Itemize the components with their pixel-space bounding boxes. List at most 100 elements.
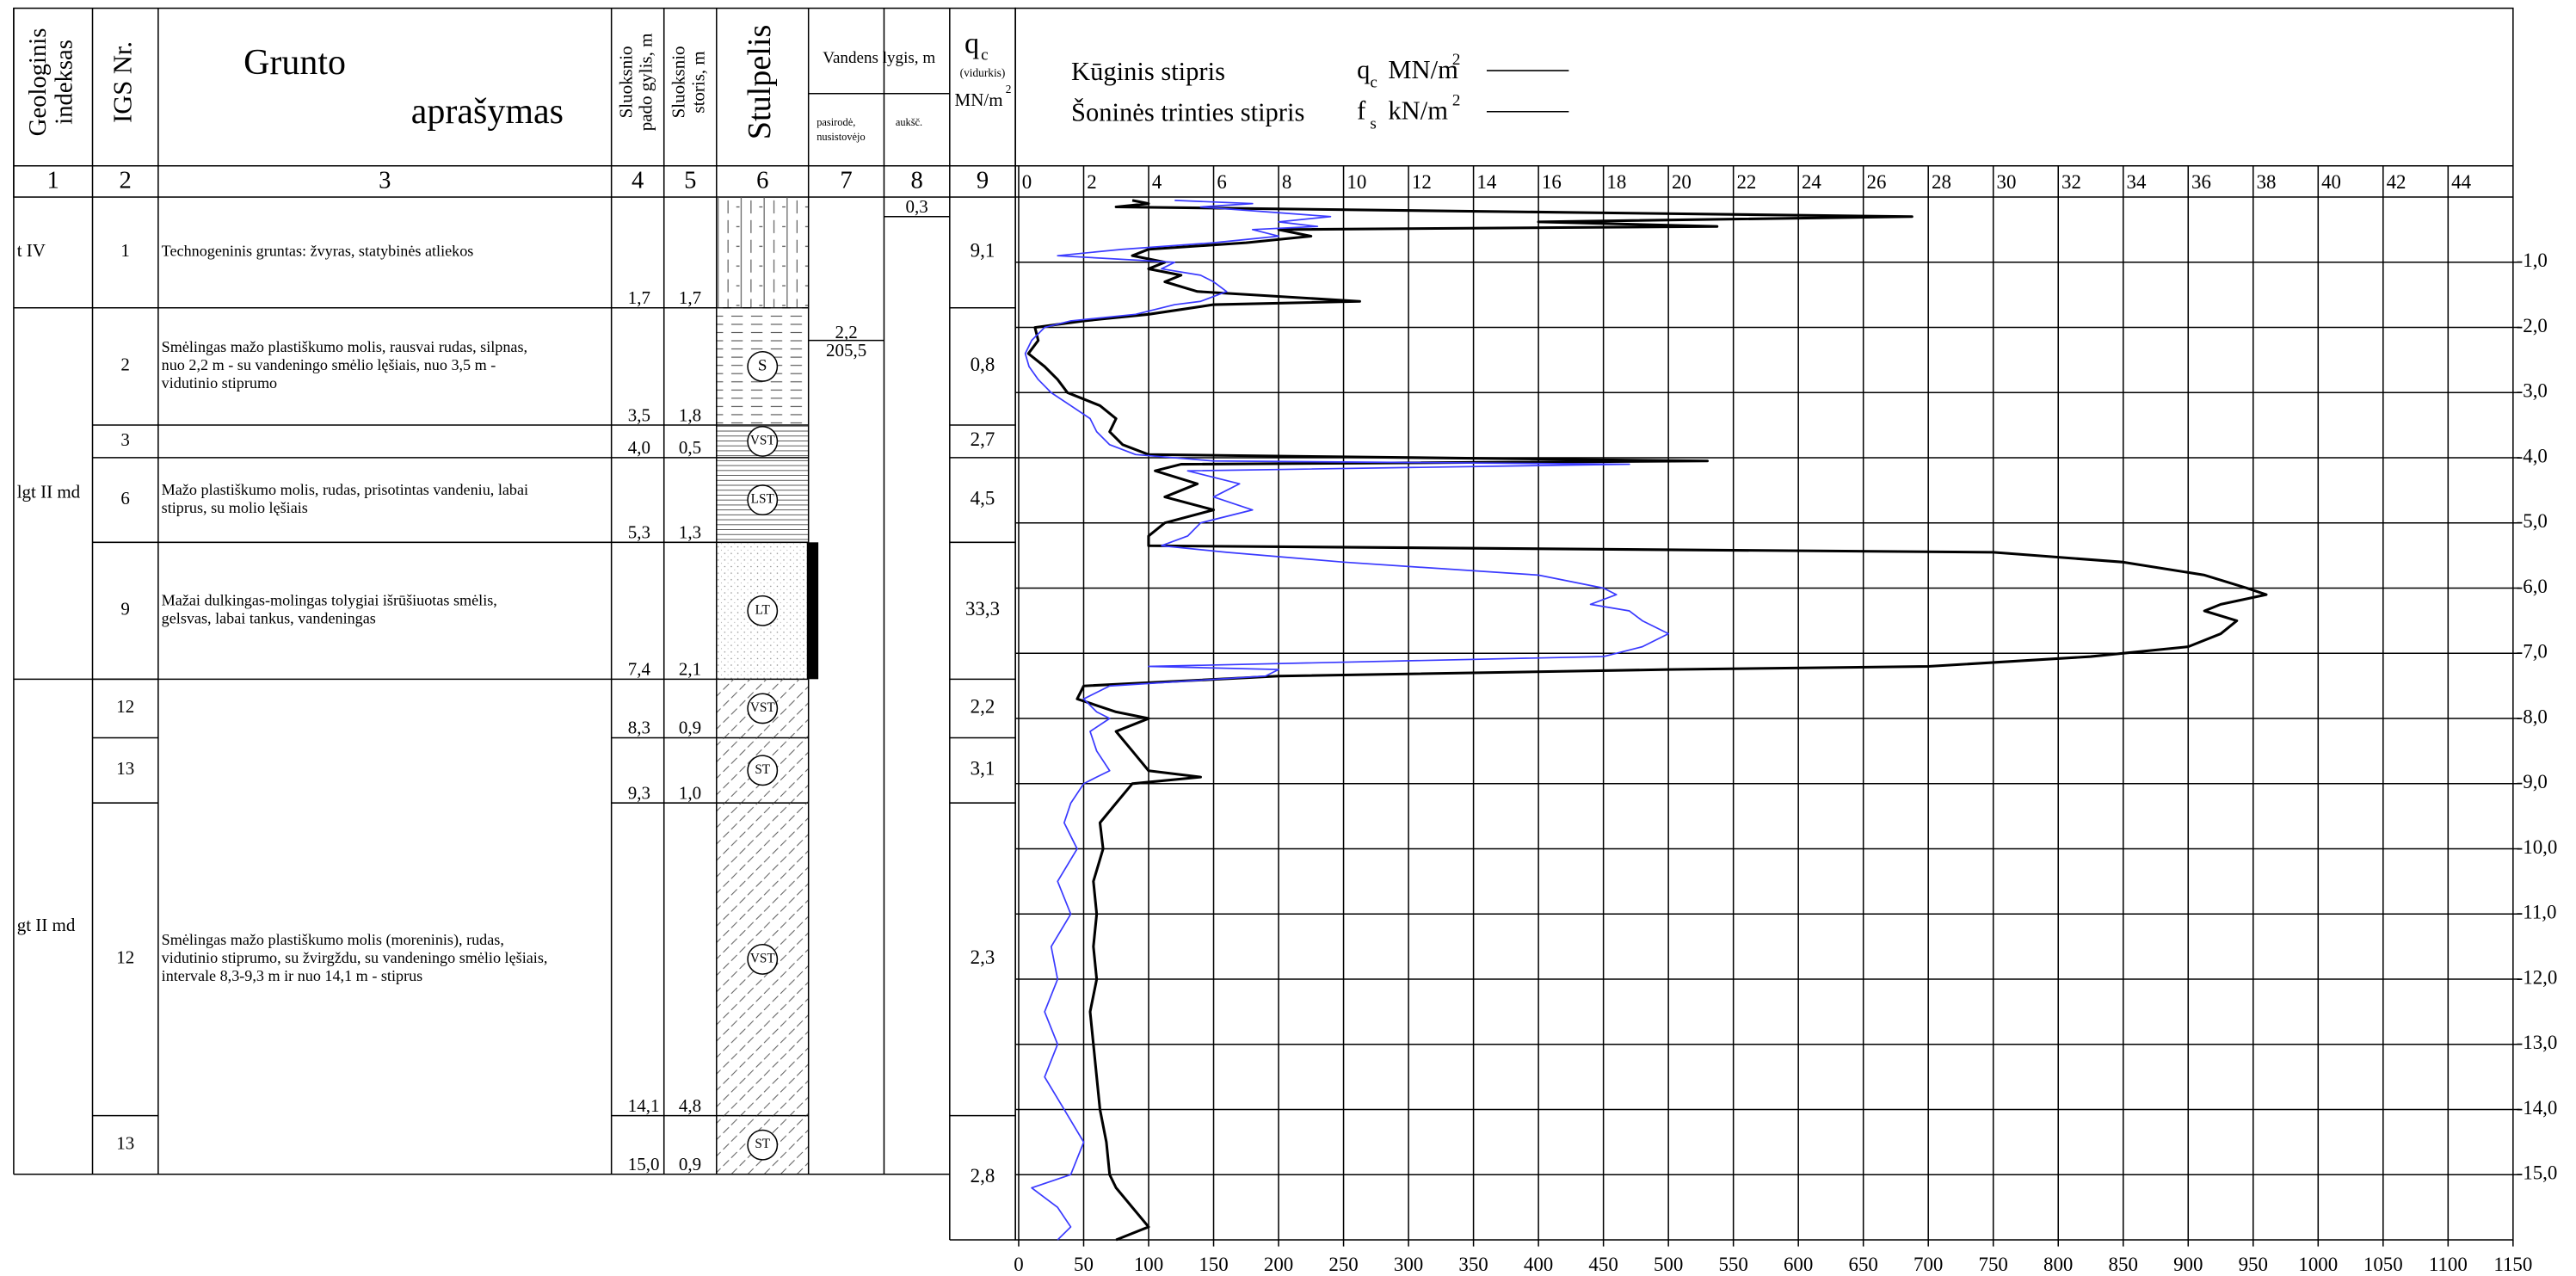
header-igs: IGS Nr. — [108, 41, 138, 123]
layer-description: intervale 8,3-9,3 m ir nuo 14,1 m - stip… — [162, 967, 423, 984]
x-tick-label: 8 — [1282, 171, 1291, 193]
igs-number: 13 — [116, 758, 134, 779]
header-water: Vandens lygis, m — [823, 49, 935, 67]
header-qc-unit-sup: 2 — [1006, 83, 1012, 96]
x-tick-label: 16 — [1542, 171, 1562, 193]
x-tick-label: 22 — [1736, 171, 1756, 193]
layer-description: Smėlingas mažo plastiškumo molis (moreni… — [162, 931, 504, 949]
column-number: 9 — [977, 166, 989, 194]
igs-number: 1 — [120, 240, 130, 261]
header-qc-unit: MN/m — [955, 89, 1003, 110]
x2-tick-label: 900 — [2173, 1254, 2203, 1275]
x-tick-label: 0 — [1022, 171, 1032, 193]
symbol-circle — [747, 426, 779, 457]
water-altitude: 205,5 — [826, 340, 866, 361]
header-water-appeared: pasirodė, — [817, 116, 855, 128]
layer-description: nuo 2,2 m - su vandeningo smėlio lęšiais… — [162, 356, 496, 373]
header-bottom-depth: Sluoksnio — [616, 46, 637, 118]
qc-average: 33,3 — [965, 598, 1000, 620]
thickness: 0,5 — [679, 437, 701, 458]
x2-tick-label: 600 — [1784, 1254, 1813, 1275]
column-number: 6 — [756, 166, 768, 194]
header-geo-index: Geologinis — [24, 28, 52, 137]
y-tick-label: -10,0 — [2517, 836, 2558, 858]
y-tick-label: -13,0 — [2517, 1032, 2558, 1053]
x2-tick-label: 750 — [1979, 1254, 2008, 1275]
geo-index: lgt II md — [17, 481, 81, 502]
legend-symbol-sub: c — [1370, 74, 1377, 92]
thickness: 1,0 — [679, 782, 701, 803]
symbol-circle — [747, 484, 779, 516]
bottom-depth: 5,3 — [628, 522, 650, 543]
column-number: 5 — [684, 166, 696, 194]
x-tick-label: 18 — [1606, 171, 1626, 193]
x-tick-label: 36 — [2191, 171, 2211, 193]
header-bottom-depth: pado gylis, m — [635, 34, 656, 132]
header-qc: q — [964, 27, 979, 59]
x2-tick-label: 100 — [1134, 1254, 1163, 1275]
layer-description: Mažo plastiškumo molis, rudas, prisotint… — [162, 481, 528, 498]
bottom-depth: 15,0 — [628, 1154, 660, 1174]
y-tick-label: -6,0 — [2517, 576, 2548, 597]
legend-symbol: f — [1357, 96, 1366, 126]
geo-index: t IV — [17, 240, 46, 261]
igs-number: 3 — [120, 429, 130, 450]
layer-description: gelsvas, labai tankus, vandeningas — [162, 609, 376, 626]
symbol-label: VST — [750, 700, 775, 715]
x2-tick-label: 1050 — [2363, 1254, 2403, 1275]
x2-tick-label: 150 — [1199, 1254, 1228, 1275]
thickness: 0,9 — [679, 1154, 701, 1174]
layer-description: Technogeninis gruntas: žvyras, statybinė… — [162, 243, 474, 260]
symbol-circle — [747, 943, 779, 975]
symbol-label: ST — [755, 762, 770, 777]
symbol-circle — [747, 595, 779, 626]
x2-tick-label: 800 — [2043, 1254, 2073, 1275]
header-description: Grunto — [243, 43, 346, 83]
x-tick-label: 44 — [2451, 171, 2471, 193]
y-tick-label: -9,0 — [2517, 771, 2548, 792]
chart-frame — [1014, 7, 2514, 1241]
x2-tick-label: 50 — [1074, 1254, 1094, 1275]
igs-number: 12 — [116, 947, 134, 968]
column-number: 3 — [379, 166, 391, 194]
y-tick-label: -2,0 — [2517, 315, 2548, 336]
x2-tick-label: 0 — [1014, 1254, 1023, 1275]
symbol-label: ST — [755, 1137, 770, 1151]
igs-number: 6 — [120, 488, 130, 509]
layer-description: Smėlingas mažo plastiškumo molis, rausva… — [162, 338, 527, 355]
y-tick-label: -11,0 — [2517, 902, 2557, 923]
x2-tick-label: 450 — [1588, 1254, 1618, 1275]
x2-tick-label: 1000 — [2298, 1254, 2338, 1275]
layer-description: Mažai dulkingas-molingas tolygiai išrūši… — [162, 591, 497, 608]
x-tick-label: 10 — [1347, 171, 1366, 193]
header-thickness: storis, m — [688, 51, 709, 113]
y-tick-label: -5,0 — [2517, 510, 2548, 532]
symbol-label: LT — [755, 602, 771, 617]
y-tick-label: -4,0 — [2517, 445, 2548, 466]
legend-symbol-sub: s — [1370, 114, 1376, 133]
layer-description: vidutinio stiprumo, su žvirgždu, su vand… — [162, 949, 548, 966]
igs-number: 2 — [120, 354, 130, 375]
layer-description: stiprus, su molio lęšiais — [162, 499, 308, 516]
x2-tick-label: 550 — [1718, 1254, 1747, 1275]
x2-tick-label: 650 — [1849, 1254, 1878, 1275]
y-tick-label: -8,0 — [2517, 706, 2548, 727]
igs-number: 12 — [116, 696, 134, 717]
bottom-depth: 14,1 — [628, 1095, 660, 1116]
thickness: 0,9 — [679, 718, 701, 738]
x2-tick-label: 700 — [1914, 1254, 1943, 1275]
header-column: Stulpelis — [742, 25, 778, 140]
legend-unit: MN/m — [1388, 55, 1458, 84]
thickness: 4,8 — [679, 1095, 701, 1116]
x-tick-label: 24 — [1802, 171, 1821, 193]
column-number: 8 — [910, 166, 922, 194]
x-tick-label: 2 — [1087, 171, 1096, 193]
igs-number: 9 — [120, 599, 130, 620]
column-number: 2 — [120, 166, 132, 194]
x2-tick-label: 300 — [1394, 1254, 1423, 1275]
x-tick-label: 42 — [2387, 171, 2407, 193]
legend-label: Kūginis stipris — [1071, 57, 1225, 86]
qc-average: 0,8 — [971, 354, 995, 375]
